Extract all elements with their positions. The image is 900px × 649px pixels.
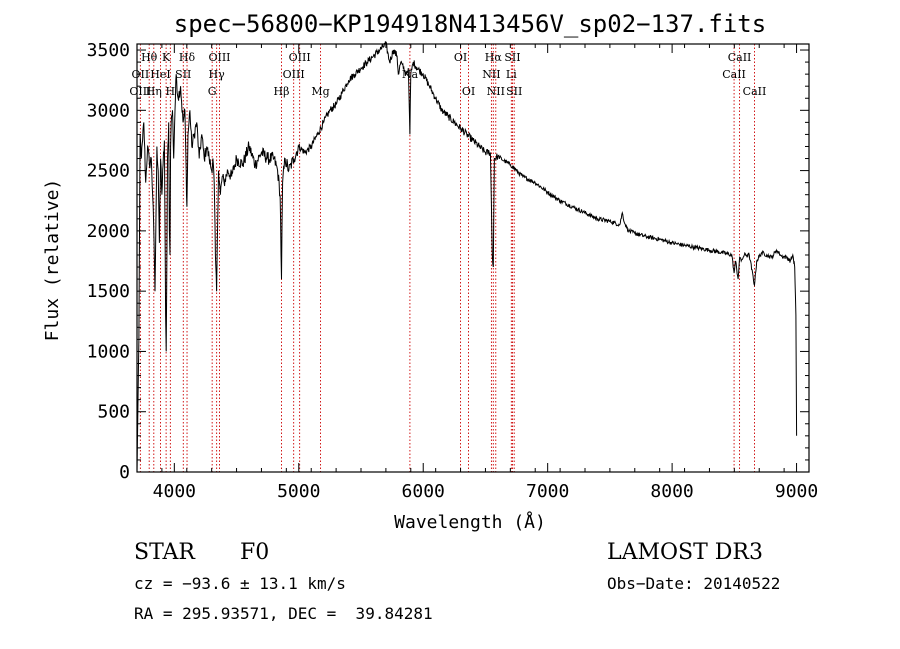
line-label-9: OII [132,68,150,81]
line-label-21: G [208,85,217,98]
star-subclass: F0 [240,540,270,565]
x-axis-label: Wavelength (Å) [394,511,546,533]
line-label-22: Hβ [274,85,290,98]
line-label-6: Hα [485,51,503,64]
line-label-25: NII [487,85,505,98]
line-label-5: OI [454,51,467,64]
coordinates-readout: RA = 295.93571, DEC = 39.84281 [134,604,433,623]
x-tick-label-6000: 6000 [402,481,445,502]
line-label-16: Li [506,68,517,81]
x-tick-label-7000: 7000 [526,481,569,502]
line-label-15: NII [482,68,500,81]
survey-label: LAMOST DR3 [607,540,763,565]
y-axis-label: Flux (relative) [42,179,63,342]
line-label-10: HeI [150,68,170,81]
line-label-8: CaII [728,51,752,64]
line-label-3: OIII [208,51,230,64]
x-tick-label-8000: 8000 [650,481,693,502]
line-label-26: SII [506,85,522,98]
line-label-1: K [162,51,171,64]
x-tick-label-4000: 4000 [153,481,196,502]
redshift-readout: cz = −93.6 ± 13.1 km/s [134,574,346,593]
x-tick-label-9000: 9000 [775,481,818,502]
line-label-19: Hη [146,85,162,98]
line-label-2: Hδ [179,51,196,64]
line-label-27: CaII [743,85,767,98]
line-label-12: Hγ [209,68,226,81]
y-tick-label-3500: 3500 [87,40,130,61]
line-label-23: Mg [311,85,329,98]
line-label-20: H [166,85,176,98]
y-tick-label-1000: 1000 [87,341,130,362]
spectrum-series-group [136,41,798,473]
y-tick-label-2500: 2500 [87,161,130,182]
line-marker-group [139,44,755,472]
line-label-7: SII [504,51,520,64]
y-tick-label-0: 0 [119,462,130,483]
line-label-11: SII [175,68,191,81]
y-tick-label-3000: 3000 [87,100,130,121]
line-label-24: OI [462,85,475,98]
line-label-0: Hθ [141,51,158,64]
spectrum-line-0 [136,41,798,473]
line-label-4: OIII [289,51,311,64]
y-tick-label-1500: 1500 [87,281,130,302]
line-label-14: Na [402,68,419,81]
x-tick-label-5000: 5000 [277,481,320,502]
axis-ticks-group: 4000 5000 6000 7000 8000 9000 0 500 1000 1500 2000… [87,40,819,502]
y-tick-label-500: 500 [97,402,130,423]
star-class-label: STAR [134,540,195,565]
line-label-18: OIII [129,85,151,98]
line-label-13: OIII [283,68,305,81]
chart-title: spec−56800−KP194918N413456V_sp02−137.fit… [174,10,766,38]
plot-frame [136,43,810,473]
y-tick-label-2000: 2000 [87,221,130,242]
obs-date: Obs−Date: 20140522 [607,574,781,593]
line-label-17: CaII [722,68,746,81]
